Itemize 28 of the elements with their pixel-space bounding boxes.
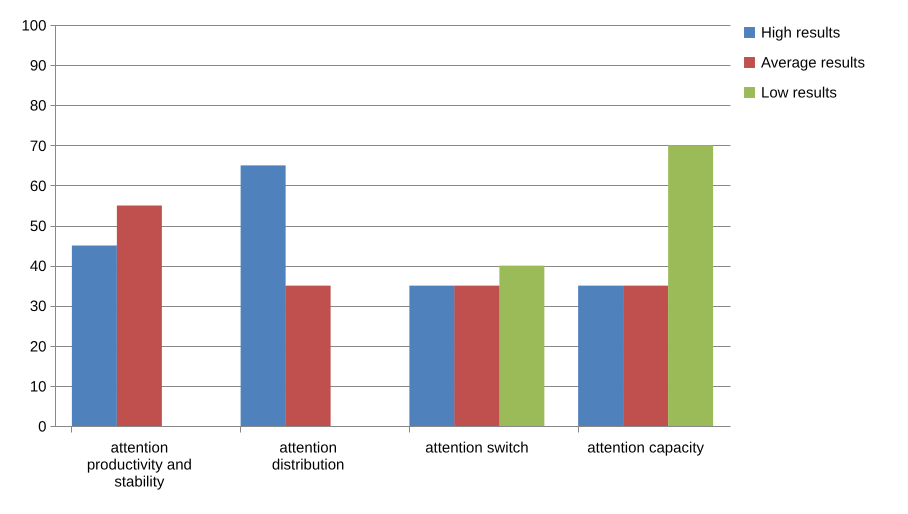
y-tick-label: 10	[30, 378, 46, 396]
y-tick-label: 30	[30, 298, 46, 316]
y-tick-label: 100	[21, 18, 46, 34]
bar	[240, 165, 286, 426]
y-tick-label: 90	[30, 58, 46, 75]
y-tick-label: 40	[30, 258, 46, 276]
bar	[286, 286, 331, 426]
bar	[499, 266, 544, 426]
bar	[409, 286, 454, 426]
bar	[454, 286, 500, 426]
bar	[116, 205, 162, 426]
legend-label: Low results	[761, 84, 837, 102]
bar	[72, 246, 117, 426]
y-tick-label: 60	[30, 178, 46, 195]
y-tick-label: 70	[30, 138, 46, 155]
y-tick-label: 0	[38, 418, 46, 436]
bar	[578, 286, 624, 426]
legend-label: High results	[761, 24, 840, 42]
bar	[623, 286, 668, 426]
y-tick-label: 80	[30, 98, 46, 115]
x-tick-label: attention switch	[425, 440, 529, 456]
y-tick-label: 20	[30, 338, 46, 356]
bar	[668, 145, 714, 426]
x-tick-label: attention capacity	[587, 440, 704, 456]
x-tick-label: attention productivity and stability	[86, 440, 192, 490]
y-tick-label: 50	[30, 218, 46, 235]
legend-label: Average results	[761, 54, 865, 72]
x-tick-label: attention distribution	[272, 440, 344, 474]
